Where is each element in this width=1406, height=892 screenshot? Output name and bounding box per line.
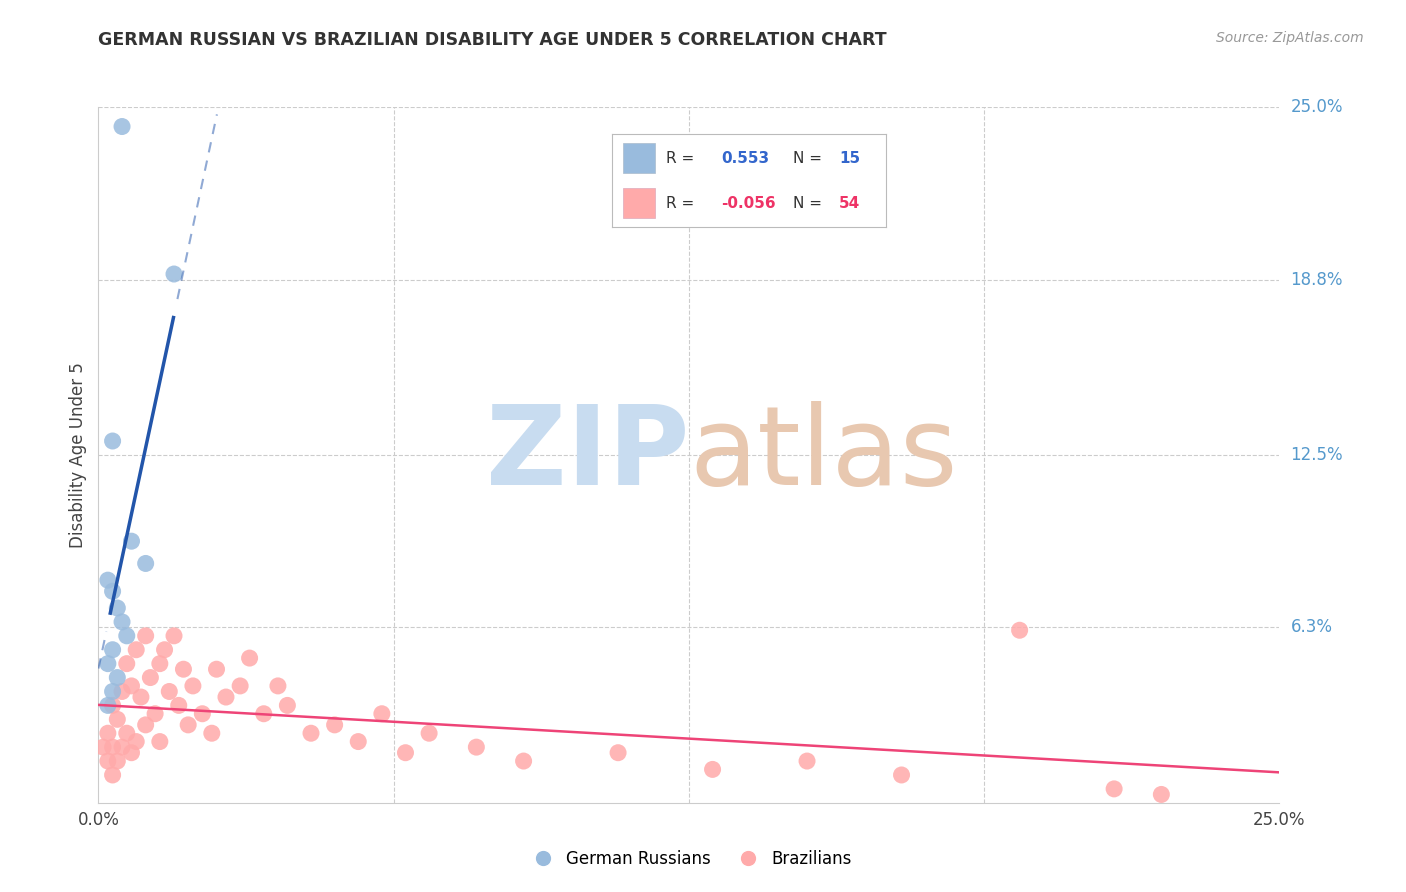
- Point: [157, 684, 180, 698]
- Point: [105, 754, 128, 768]
- Point: [299, 726, 322, 740]
- Point: [97, 657, 120, 671]
- Point: [115, 629, 138, 643]
- Point: [115, 726, 138, 740]
- Point: [276, 698, 298, 713]
- Point: [267, 679, 290, 693]
- Point: [97, 698, 120, 713]
- Point: [135, 718, 157, 732]
- Point: [1102, 781, 1125, 796]
- Point: [125, 642, 148, 657]
- Point: [105, 671, 128, 685]
- Point: [111, 120, 134, 134]
- Bar: [623, 188, 655, 219]
- Point: [105, 601, 128, 615]
- Text: 18.8%: 18.8%: [1291, 270, 1343, 289]
- Point: [465, 740, 488, 755]
- Point: [135, 557, 157, 571]
- Point: [172, 662, 194, 676]
- Point: [163, 267, 186, 281]
- Text: GERMAN RUSSIAN VS BRAZILIAN DISABILITY AGE UNDER 5 CORRELATION CHART: GERMAN RUSSIAN VS BRAZILIAN DISABILITY A…: [98, 31, 887, 49]
- Point: [143, 706, 166, 721]
- Point: [101, 698, 124, 713]
- Point: [1150, 788, 1173, 802]
- Point: [149, 734, 172, 748]
- Point: [205, 662, 228, 676]
- Point: [97, 726, 120, 740]
- Point: [323, 718, 346, 732]
- Point: [121, 746, 143, 760]
- Point: [163, 629, 186, 643]
- Text: 54: 54: [839, 195, 860, 211]
- Point: [125, 734, 148, 748]
- Text: Source: ZipAtlas.com: Source: ZipAtlas.com: [1216, 31, 1364, 45]
- Point: [177, 718, 200, 732]
- Point: [101, 434, 124, 448]
- Point: [607, 746, 630, 760]
- Point: [135, 629, 157, 643]
- Point: [796, 754, 818, 768]
- Point: [181, 679, 204, 693]
- Point: [191, 706, 214, 721]
- Point: [111, 684, 134, 698]
- Text: R =: R =: [666, 195, 695, 211]
- Point: [101, 584, 124, 599]
- Point: [418, 726, 440, 740]
- Text: N =: N =: [793, 195, 821, 211]
- Point: [111, 740, 134, 755]
- Point: [229, 679, 252, 693]
- Point: [1008, 624, 1031, 638]
- Point: [97, 754, 120, 768]
- Point: [149, 657, 172, 671]
- Point: [167, 698, 190, 713]
- Point: [347, 734, 370, 748]
- Point: [512, 754, 534, 768]
- Point: [253, 706, 276, 721]
- Text: atlas: atlas: [689, 401, 957, 508]
- Point: [201, 726, 224, 740]
- Point: [105, 712, 128, 726]
- Point: [101, 642, 124, 657]
- Bar: [623, 144, 655, 173]
- Text: 6.3%: 6.3%: [1291, 618, 1333, 637]
- Point: [139, 671, 162, 685]
- Text: N =: N =: [793, 151, 821, 166]
- Point: [702, 763, 724, 777]
- Point: [215, 690, 238, 704]
- Legend: German Russians, Brazilians: German Russians, Brazilians: [520, 843, 858, 874]
- Point: [890, 768, 912, 782]
- Point: [371, 706, 394, 721]
- Y-axis label: Disability Age Under 5: Disability Age Under 5: [69, 362, 87, 548]
- Point: [153, 642, 176, 657]
- Point: [121, 534, 143, 549]
- Text: ZIP: ZIP: [485, 401, 689, 508]
- Text: 12.5%: 12.5%: [1291, 446, 1343, 464]
- Point: [101, 684, 124, 698]
- Text: 25.0%: 25.0%: [1291, 98, 1343, 116]
- Point: [239, 651, 262, 665]
- Point: [91, 740, 114, 755]
- Point: [97, 573, 120, 587]
- Point: [101, 740, 124, 755]
- Point: [101, 768, 124, 782]
- Point: [111, 615, 134, 629]
- Text: 15: 15: [839, 151, 860, 166]
- Point: [121, 679, 143, 693]
- Point: [394, 746, 416, 760]
- Text: R =: R =: [666, 151, 695, 166]
- Text: 0.553: 0.553: [721, 151, 769, 166]
- Text: -0.056: -0.056: [721, 195, 776, 211]
- Point: [129, 690, 152, 704]
- Point: [115, 657, 138, 671]
